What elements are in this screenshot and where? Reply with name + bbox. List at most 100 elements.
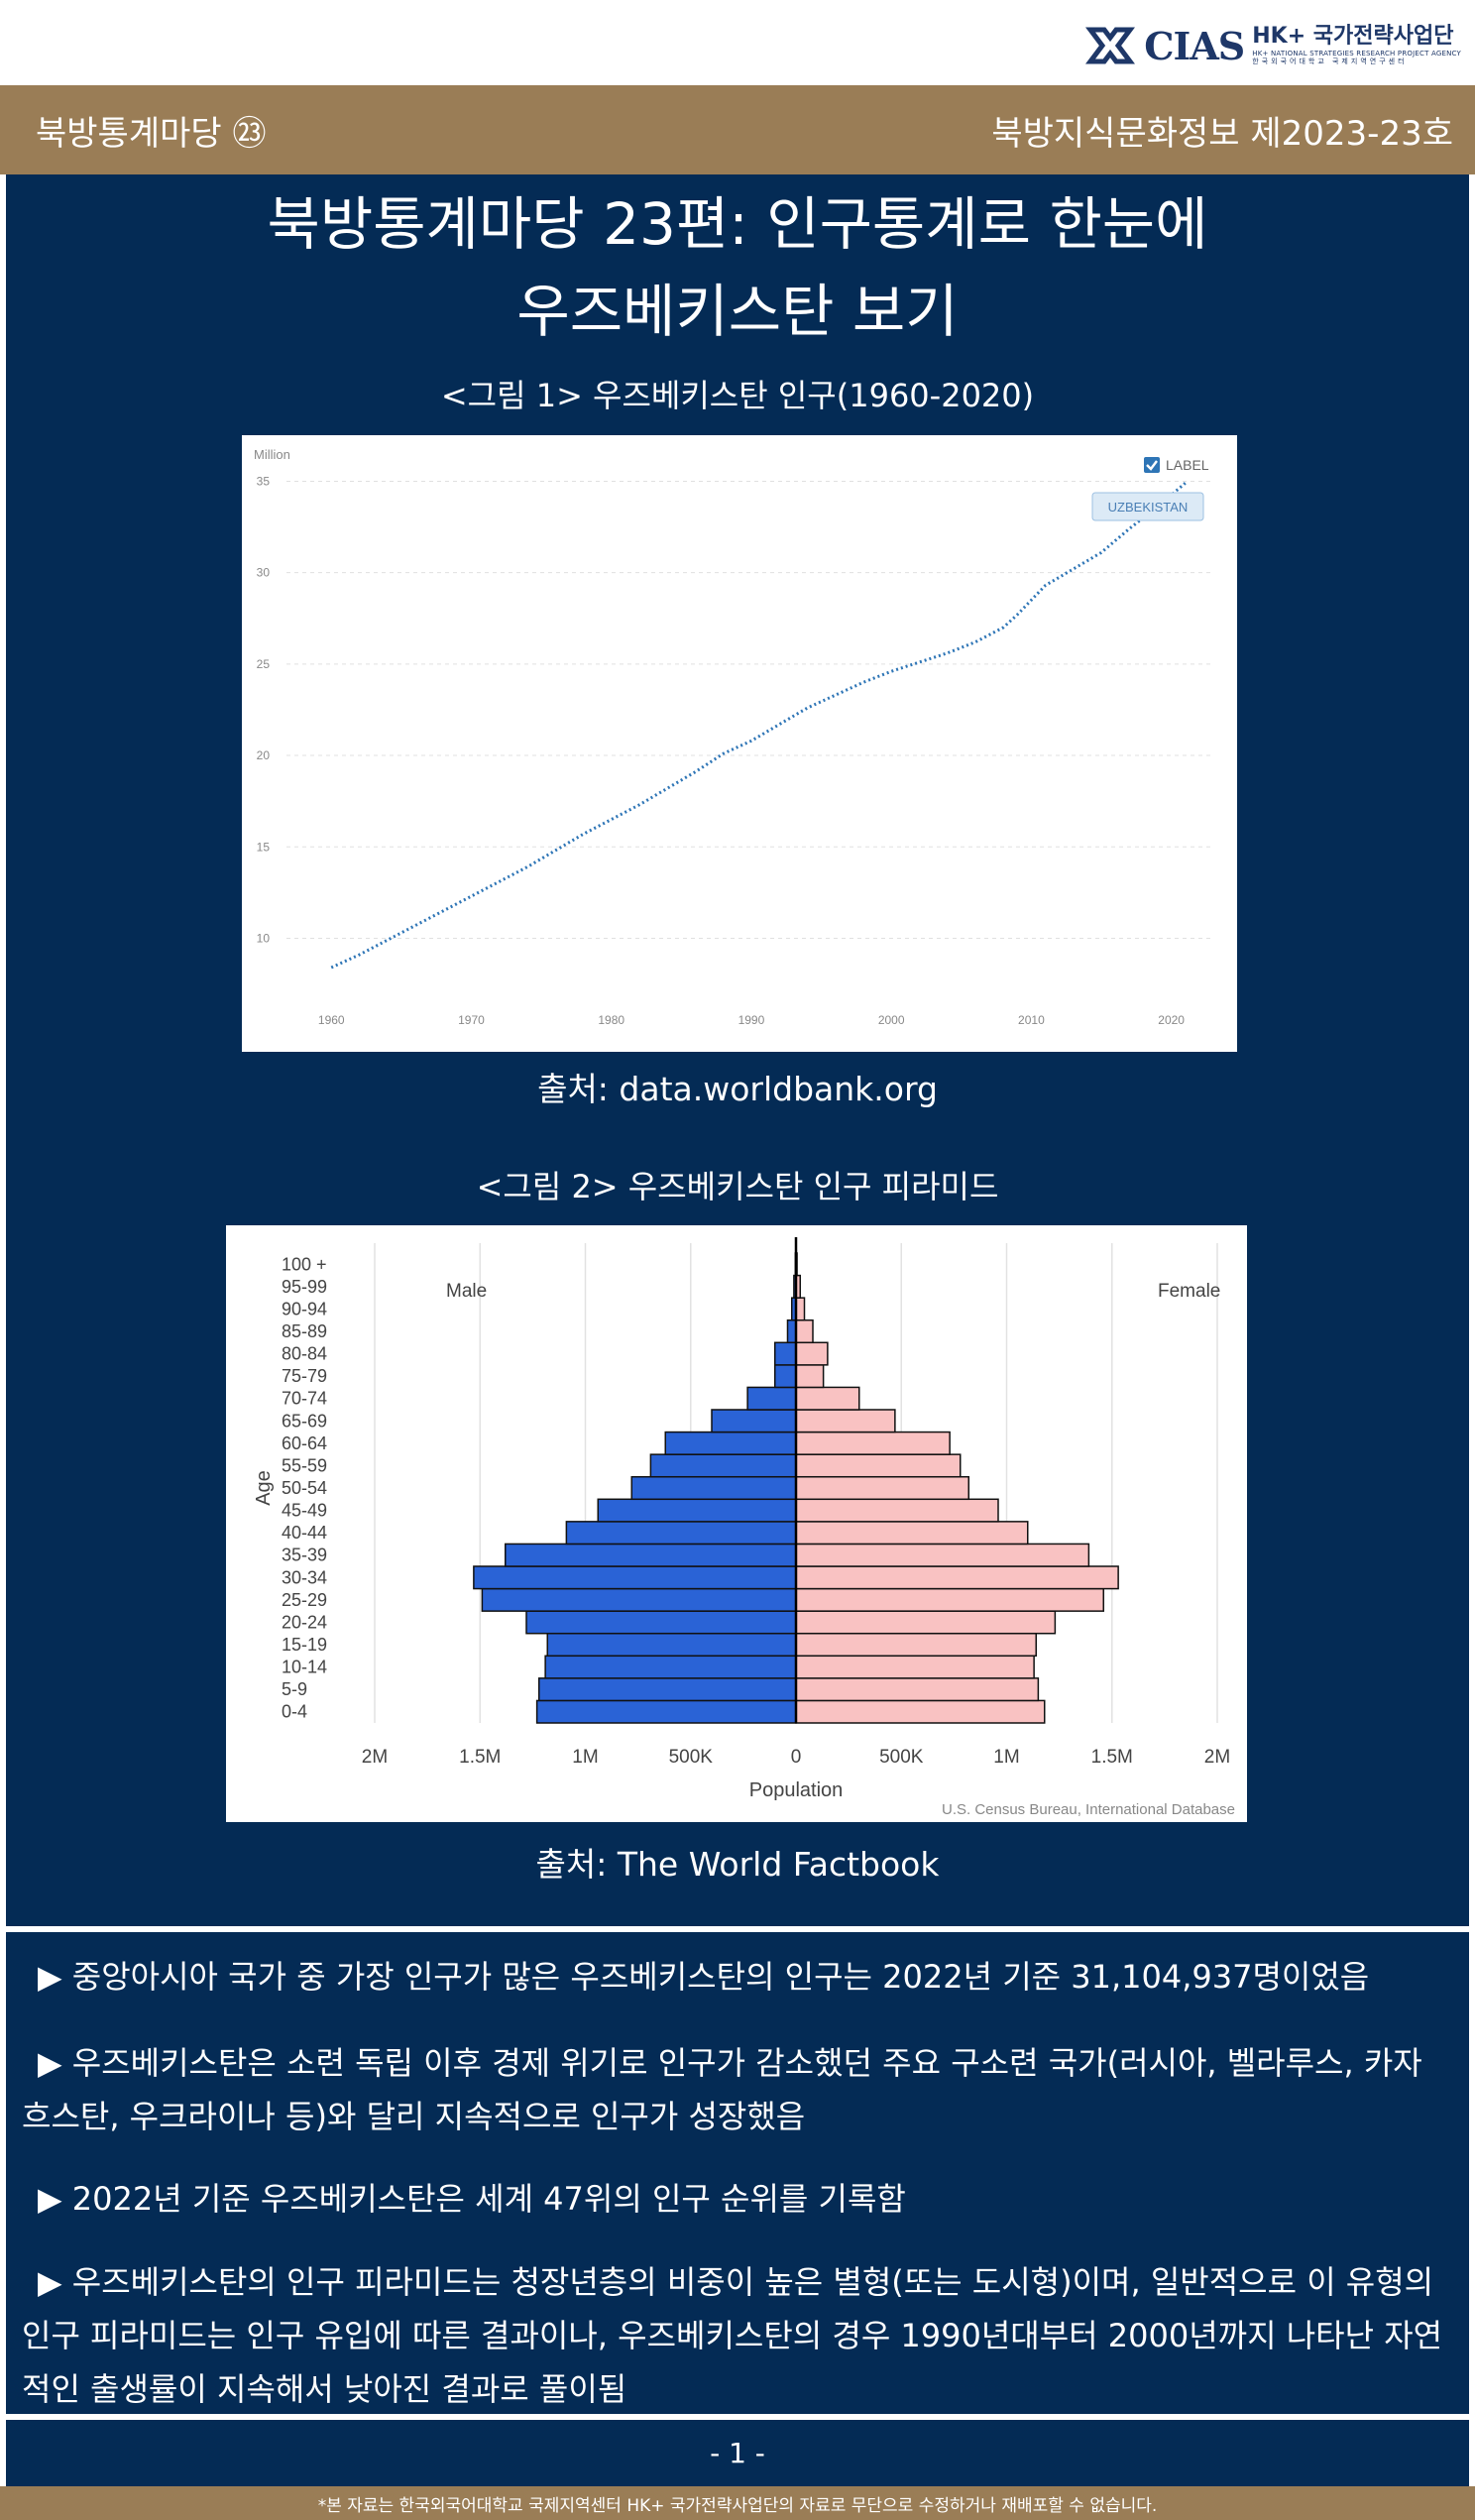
male-bar-60-64	[664, 1431, 797, 1455]
population-line-chart: Million 10 15 20 25 30 35 1960 1970 1980 1990 2000 2…	[242, 435, 1237, 1052]
y-tick-label: 30	[257, 566, 271, 580]
male-bar-70-74	[746, 1386, 797, 1411]
y-tick-label: 10	[257, 931, 271, 945]
female-bar-0-4	[795, 1699, 1046, 1724]
y-tick-label: 5-9	[282, 1679, 307, 1699]
x-tick-label: 2M	[1204, 1747, 1230, 1768]
y-axis-unit-label: Million	[254, 447, 290, 462]
male-bar-85-89	[786, 1318, 797, 1344]
female-bar-45-49	[795, 1498, 999, 1523]
female-bar-25-29	[795, 1587, 1104, 1612]
x-tick-label: 500K	[669, 1747, 714, 1768]
female-bar-5-9	[795, 1677, 1040, 1702]
population-line-chart-svg: Million 10 15 20 25 30 35 1960 1970 1980 1990 2000 2…	[254, 447, 1213, 1027]
male-bar-75-79	[774, 1364, 797, 1389]
logo-hk-text: HK+ 국가전략사업단	[1252, 24, 1454, 49]
male-bar-5-9	[538, 1677, 797, 1702]
bullet-3: ▶ 2022년 기준 우즈베키스탄은 세계 47위의 인구 순위를 기록함	[38, 2180, 906, 2218]
bullet-2: ▶ 우즈베키스탄은 소련 독립 이후 경제 위기로 인구가 감소했던 주요 구소…	[22, 2044, 1422, 2135]
y-tick-label: 25	[257, 657, 271, 671]
female-bar-60-64	[795, 1431, 951, 1455]
page-number-bar: - 1 -	[6, 2420, 1469, 2486]
female-bar-85-89	[795, 1318, 814, 1344]
female-bar-80-84	[795, 1341, 829, 1366]
male-bar-65-69	[711, 1409, 797, 1433]
bullet-1: ▶ 중앙아시아 국가 중 가장 인구가 많은 우즈베키스탄의 인구는 2022년…	[38, 1958, 1370, 1996]
y-tick-label: 95-99	[282, 1277, 327, 1297]
header-band: 북방통계마당 ㉓ 북방지식문화정보 제2023-23호	[0, 85, 1475, 174]
logo-subtitle-korean: 한국외국어대학교 국제지역연구센터	[1252, 57, 1408, 65]
female-bar-65-69	[795, 1409, 896, 1433]
female-bar-20-24	[795, 1610, 1057, 1635]
x-tick-label: 1960	[318, 1013, 345, 1027]
series-line-uzbekistan	[330, 482, 1187, 970]
male-bar-15-19	[546, 1632, 797, 1658]
y-tick-label: 15	[257, 840, 271, 854]
y-tick-label: 35	[257, 474, 271, 488]
series-label-box	[1091, 492, 1204, 521]
x-tick-label: 1.5M	[459, 1747, 501, 1768]
checkmark-icon	[1146, 460, 1158, 471]
male-bar-10-14	[544, 1655, 797, 1679]
logo-subtitle: HK+ NATIONAL STRATEGIES RESEARCH PROJECT…	[1252, 50, 1461, 57]
male-bar-80-84	[774, 1341, 797, 1366]
y-tick-label: 35-39	[282, 1546, 327, 1565]
y-tick-label: 85-89	[282, 1321, 327, 1341]
male-label: Male	[446, 1281, 487, 1302]
y-tick-label: 70-74	[282, 1389, 327, 1409]
y-tick-label: 90-94	[282, 1299, 327, 1318]
y-tick-label: 10-14	[282, 1658, 327, 1677]
male-bar-25-29	[481, 1587, 797, 1612]
female-bar-75-79	[795, 1364, 825, 1389]
male-bar-55-59	[649, 1453, 797, 1478]
legend-checkbox-label: LABEL	[1166, 457, 1209, 473]
male-bar-30-34	[473, 1565, 797, 1590]
female-bar-30-34	[795, 1565, 1119, 1590]
female-bar-55-59	[795, 1453, 962, 1478]
title-line-1: 북방통계마당 23편: 인구통계로 한눈에	[267, 190, 1208, 258]
x-tick-label: 1970	[458, 1013, 485, 1027]
female-label: Female	[1158, 1281, 1220, 1302]
y-tick-label: 45-49	[282, 1501, 327, 1521]
y-tick-label: 15-19	[282, 1635, 327, 1655]
x-tick-label: 1M	[572, 1747, 598, 1768]
x-tick-label: 2020	[1158, 1013, 1185, 1027]
x-tick-label: 2010	[1018, 1013, 1045, 1027]
y-tick-label: 20-24	[282, 1612, 327, 1632]
male-bar-20-24	[525, 1610, 797, 1635]
footer-notice: *본 자료는 한국외국어대학교 국제지역센터 HK+ 국가전략사업단의 자료로 …	[0, 2486, 1475, 2520]
y-tick-label: 25-29	[282, 1590, 327, 1610]
male-bar-45-49	[597, 1498, 797, 1523]
male-bar-40-44	[565, 1521, 797, 1546]
y-axis-label: Age	[253, 1470, 275, 1506]
y-tick-label: 30-34	[282, 1567, 327, 1587]
male-bar-0-4	[535, 1699, 797, 1724]
figure2-caption: <그림 2> 우즈베키스탄 인구 피라미드	[476, 1168, 999, 1205]
page-number: - 1 -	[710, 2437, 765, 2469]
figure2-source: 출처: The World Factbook	[535, 1845, 940, 1884]
main-panel: 북방통계마당 23편: 인구통계로 한눈에 우즈베키스탄 보기 <그림 1> 우…	[6, 174, 1469, 1926]
female-bar-70-74	[795, 1386, 860, 1411]
x-axis-label: Population	[749, 1779, 844, 1801]
x-tick-label: 500K	[879, 1747, 924, 1768]
population-pyramid-chart-svg: 2M 1.5M 1M 500K 0 500K 1M 1.5M 2M 0-4 5-9 10-14 15-1…	[253, 1237, 1235, 1818]
y-tick-label: 75-79	[282, 1366, 327, 1386]
x-tick-label: 2000	[878, 1013, 905, 1027]
y-tick-label: 60-64	[282, 1433, 327, 1453]
y-tick-label: 20	[257, 748, 271, 762]
cias-logo: CIAS HK+ 국가전략사업단 HK+ NATIONAL STRATEGIES…	[1084, 18, 1461, 73]
x-tick-label: 1.5M	[1091, 1747, 1133, 1768]
y-tick-label: 55-59	[282, 1455, 327, 1475]
x-tick-label: 1M	[993, 1747, 1019, 1768]
female-bar-35-39	[795, 1543, 1090, 1567]
logo-cias-text: CIAS	[1144, 23, 1245, 68]
series-label: 북방통계마당 ㉓	[36, 113, 267, 154]
y-tick-label: 40-44	[282, 1523, 327, 1543]
male-bar-50-54	[630, 1475, 797, 1501]
series-label-uzbekistan: UZBEKISTAN	[1108, 500, 1189, 515]
y-tick-label: 65-69	[282, 1411, 327, 1431]
y-tick-label: 80-84	[282, 1344, 327, 1364]
female-bar-40-44	[795, 1521, 1029, 1546]
legend-checkbox-icon	[1144, 457, 1160, 473]
female-bar-90-94	[795, 1297, 806, 1321]
